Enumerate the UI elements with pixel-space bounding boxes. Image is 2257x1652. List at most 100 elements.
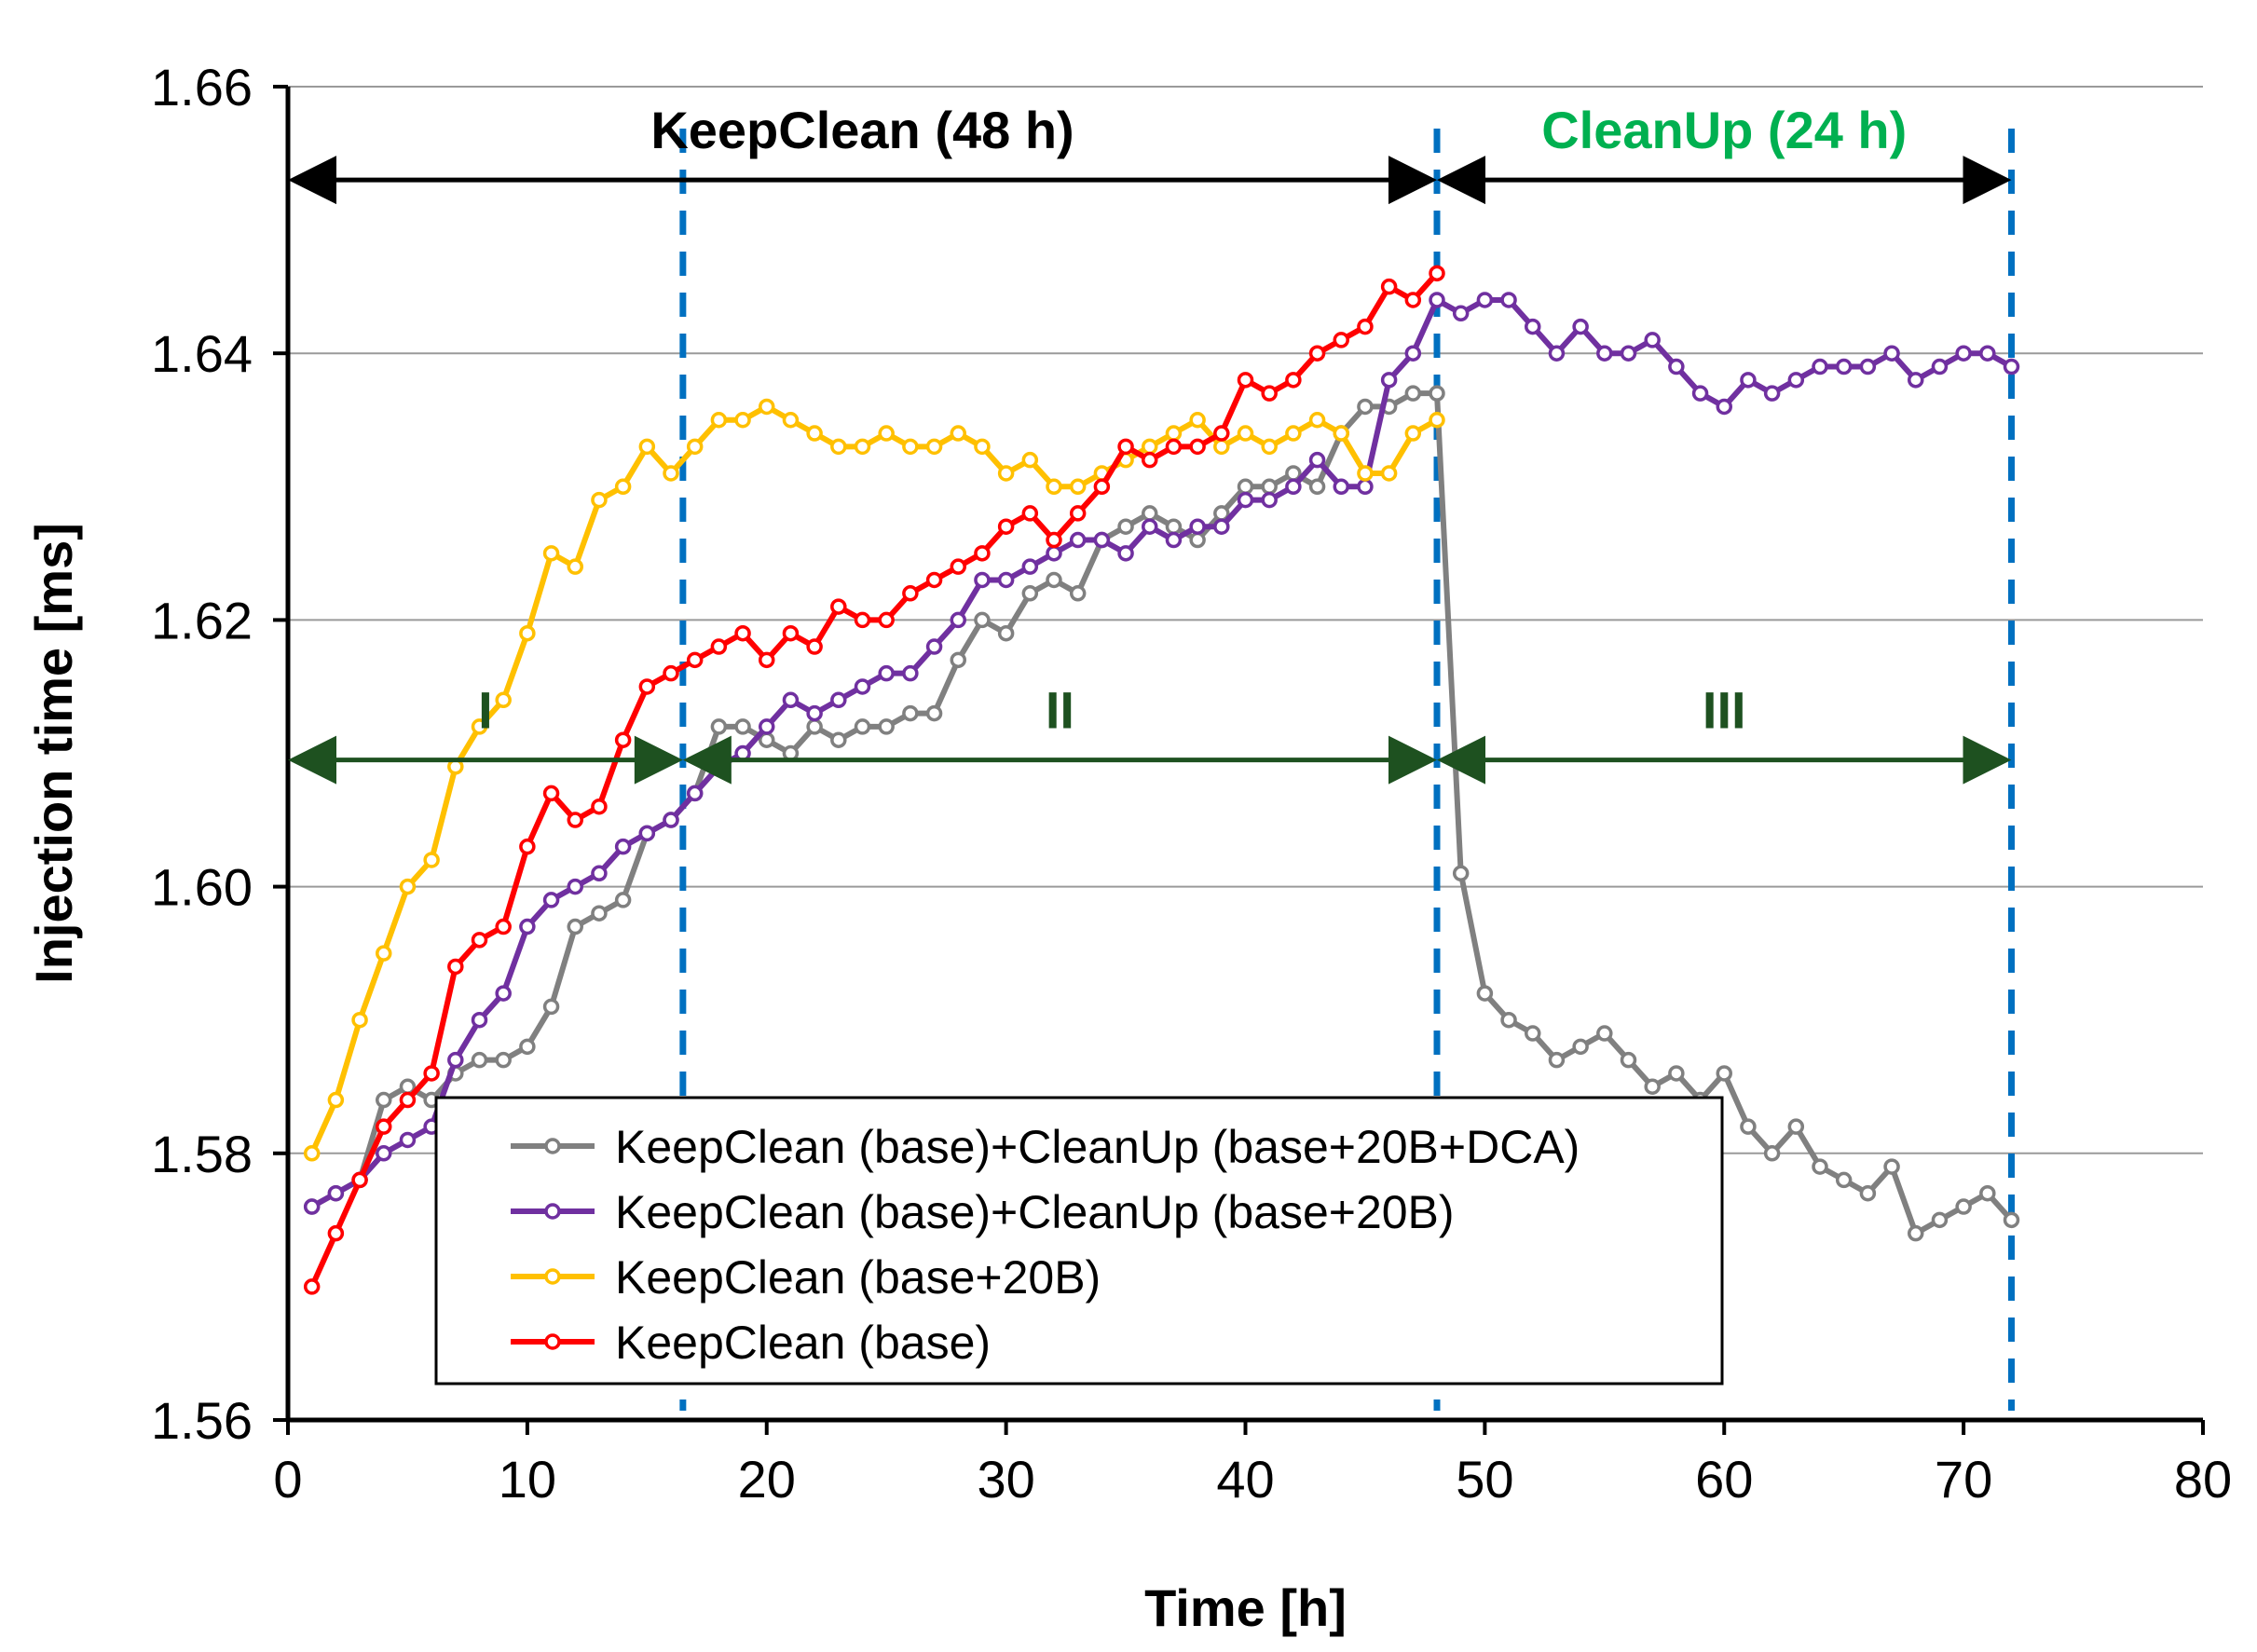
data-point	[974, 571, 991, 589]
data-point	[1069, 505, 1087, 522]
data-point	[925, 571, 943, 589]
data-point	[1740, 372, 1757, 389]
data-point	[1380, 372, 1398, 389]
series-line	[308, 403, 1439, 1155]
data-point	[686, 651, 704, 669]
arrowhead-right	[1388, 735, 1437, 785]
data-point	[782, 691, 800, 709]
data-point	[1165, 425, 1183, 442]
x-tick-label: 20	[738, 1450, 796, 1509]
data-point	[734, 718, 751, 735]
data-point	[878, 611, 895, 629]
data-point	[1357, 398, 1374, 416]
annotation-label: II	[1046, 681, 1074, 740]
data-point	[447, 958, 464, 976]
data-point	[471, 1011, 488, 1029]
data-point	[710, 412, 728, 429]
data-point	[1237, 372, 1254, 389]
legend-item-keepclean-base: KeepClean (base)	[511, 1317, 991, 1369]
series-keepclean-base	[303, 265, 1445, 1295]
data-point	[950, 611, 966, 629]
y-tick-label: 1.60	[151, 858, 253, 917]
data-point	[902, 585, 919, 602]
data-point	[376, 1091, 392, 1109]
data-point	[1213, 425, 1230, 442]
data-point	[902, 704, 919, 722]
data-point	[351, 1171, 368, 1189]
data-point	[878, 718, 895, 735]
data-point	[614, 478, 632, 496]
data-point	[1835, 358, 1853, 375]
x-tick-label: 40	[1216, 1450, 1274, 1509]
data-point	[1883, 345, 1900, 362]
data-point	[1069, 531, 1087, 549]
data-point	[303, 1278, 321, 1295]
data-point	[1380, 278, 1398, 295]
data-point	[997, 518, 1015, 535]
data-point	[1404, 425, 1422, 442]
arrowhead-right	[1388, 156, 1437, 205]
data-point	[1093, 478, 1111, 496]
data-point	[1380, 465, 1398, 482]
x-tick-label: 70	[1935, 1450, 1992, 1509]
data-point	[1046, 545, 1062, 562]
data-point	[806, 718, 823, 735]
data-point	[1189, 518, 1206, 535]
y-tick-label: 1.58	[151, 1125, 253, 1183]
data-point	[1357, 318, 1374, 335]
data-point	[1308, 478, 1326, 496]
data-point	[638, 678, 656, 695]
data-point	[1189, 438, 1206, 456]
data-point	[1117, 518, 1134, 535]
data-point	[1908, 1224, 1924, 1242]
annotation-label: KeepClean (48 h)	[650, 101, 1074, 159]
data-point	[974, 545, 991, 562]
data-point	[806, 704, 823, 722]
data-point	[327, 1091, 345, 1109]
data-point	[925, 438, 943, 456]
annotation-ii: II	[682, 681, 1437, 785]
data-point	[1165, 518, 1183, 535]
data-point	[1716, 1065, 1732, 1082]
data-point	[1452, 865, 1470, 882]
data-point	[759, 398, 775, 416]
data-point	[1189, 412, 1206, 429]
data-point	[1500, 292, 1517, 308]
data-point	[902, 664, 919, 682]
x-tick-label: 60	[1695, 1450, 1753, 1509]
y-tick-label: 1.64	[151, 324, 253, 383]
data-point	[1908, 372, 1924, 389]
data-point	[1931, 358, 1949, 375]
data-point	[1404, 292, 1422, 308]
legend-item-keepclean-base-20b: KeepClean (base+20B)	[511, 1251, 1101, 1304]
series-layer	[303, 265, 2020, 1295]
legend-swatch-marker	[544, 1138, 561, 1154]
data-point	[1261, 478, 1278, 496]
arrowhead-right	[1963, 156, 2012, 205]
data-point	[1596, 1025, 1613, 1042]
data-point	[854, 678, 871, 695]
data-point	[1261, 385, 1278, 402]
data-point	[1429, 292, 1445, 308]
data-point	[1213, 518, 1230, 535]
arrowhead-left	[288, 735, 336, 785]
data-point	[1046, 571, 1062, 589]
data-point	[423, 1065, 440, 1082]
legend-swatch-marker	[544, 1333, 561, 1350]
data-point	[447, 1051, 464, 1069]
data-point	[759, 651, 775, 669]
data-point	[495, 918, 512, 935]
data-point	[567, 558, 583, 575]
data-point	[1572, 318, 1589, 335]
arrowhead-left	[682, 735, 732, 785]
data-point	[950, 425, 966, 442]
arrowhead-left	[1437, 156, 1485, 205]
data-point	[1620, 345, 1637, 362]
data-point	[1261, 491, 1278, 509]
data-point	[950, 558, 966, 575]
data-point	[854, 718, 871, 735]
data-point	[495, 985, 512, 1002]
annotation-iii: III	[1437, 681, 2012, 785]
data-point	[1069, 478, 1087, 496]
data-point	[1046, 478, 1062, 496]
